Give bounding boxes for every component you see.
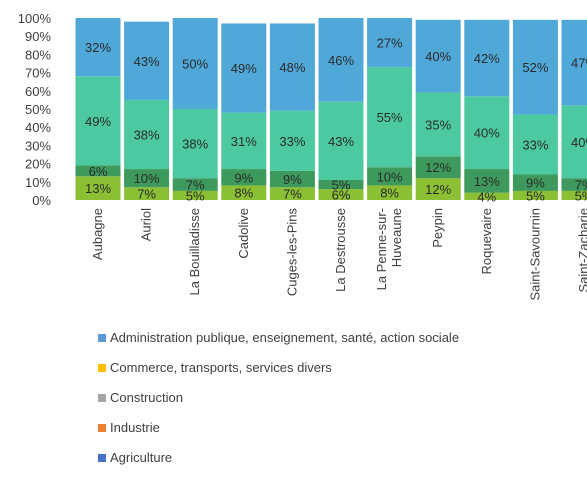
data-label: 12% — [425, 182, 451, 197]
legend-item-industrie: Industrie — [98, 420, 459, 435]
data-label: 38% — [134, 127, 160, 142]
stacked-bar-chart: 0% 10% 20% 30% 40% 50% 60% 70% 80% 90% 100% 13% 6% 49… — [0, 0, 587, 330]
y-tick-label: 70% — [25, 66, 51, 81]
data-label: 38% — [182, 137, 208, 152]
x-tick-label: La Destrousse — [333, 208, 348, 292]
legend-label-construction: Construction — [110, 390, 183, 405]
legend-label-industrie: Industrie — [110, 420, 160, 435]
x-tick-label: Peypin — [430, 208, 445, 248]
data-label: 33% — [522, 137, 548, 152]
data-label: 7% — [575, 178, 587, 193]
legend-item-administration: Administration publique, enseignement, s… — [98, 330, 459, 345]
data-label: 8% — [380, 186, 399, 201]
data-label: 47% — [571, 56, 587, 71]
x-tick-label: Roquevaire — [479, 208, 494, 275]
y-tick-label: 10% — [25, 175, 51, 190]
y-tick-label: 50% — [25, 102, 51, 117]
legend-swatch-administration — [98, 334, 106, 342]
data-label: 35% — [425, 117, 451, 132]
x-tick-label-line: La Destrousse — [333, 208, 348, 292]
data-label: 10% — [134, 171, 160, 186]
y-tick-label: 60% — [25, 84, 51, 99]
legend-swatch-agriculture — [98, 454, 106, 462]
data-label: 32% — [85, 40, 111, 55]
y-tick-label: 80% — [25, 47, 51, 62]
legend-item-agriculture: Agriculture — [98, 450, 459, 465]
x-tick-label: Cuges-les-Pins — [284, 208, 299, 297]
data-label: 49% — [231, 61, 257, 76]
data-label: 9% — [283, 172, 302, 187]
data-label: 46% — [328, 53, 354, 68]
x-tick-label-line: Cadolive — [236, 208, 251, 259]
legend-item-commerce: Commerce, transports, services divers — [98, 360, 459, 375]
x-tick-label: Aubagne — [90, 208, 105, 260]
legend-label-agriculture: Agriculture — [110, 450, 172, 465]
x-tick-label: Saint-Zacharie — [576, 208, 587, 293]
data-label: 13% — [85, 181, 111, 196]
y-tick-label: 30% — [25, 138, 51, 153]
data-label: 9% — [526, 176, 545, 191]
x-tick-label-line: Roquevaire — [479, 208, 494, 275]
x-tick-label: La Penne-sur-Huveaune — [374, 208, 404, 290]
data-label: 6% — [89, 164, 108, 179]
data-label: 7% — [186, 178, 205, 193]
data-label: 48% — [279, 60, 305, 75]
data-label: 13% — [474, 174, 500, 189]
x-tick-label-line: Peypin — [430, 208, 445, 248]
legend-swatch-commerce — [98, 364, 106, 372]
data-label: 31% — [231, 134, 257, 149]
data-label: 42% — [474, 51, 500, 66]
x-tick-label-line: La Penne-sur- — [374, 208, 389, 290]
data-label: 43% — [134, 54, 160, 69]
x-tick-label: La Bouilladisse — [187, 208, 202, 295]
data-label: 7% — [283, 187, 302, 202]
x-tick-label-line: Saint-Zacharie — [576, 208, 587, 293]
x-tick-label-line: Cuges-les-Pins — [284, 208, 299, 297]
data-label: 50% — [182, 57, 208, 72]
data-label: 8% — [234, 186, 253, 201]
x-tick-label: Auriol — [139, 208, 154, 241]
y-tick-label: 100% — [18, 11, 52, 26]
data-label: 40% — [474, 126, 500, 141]
x-tick-label-line: Aubagne — [90, 208, 105, 260]
legend-label-administration: Administration publique, enseignement, s… — [110, 330, 459, 345]
x-tick-label: Cadolive — [236, 208, 251, 259]
legend-item-construction: Construction — [98, 390, 459, 405]
data-label: 55% — [377, 110, 403, 125]
data-label: 52% — [522, 60, 548, 75]
data-label: 12% — [425, 160, 451, 175]
data-label: 40% — [425, 49, 451, 64]
legend-label-commerce: Commerce, transports, services divers — [110, 360, 332, 375]
x-tick-label-line: Saint-Savournin — [527, 208, 542, 301]
x-tick-label-line: Huveaune — [389, 208, 404, 267]
x-tick-label-line: La Bouilladisse — [187, 208, 202, 295]
data-label: 10% — [377, 169, 403, 184]
data-label: 33% — [279, 134, 305, 149]
x-tick-label: Saint-Savournin — [527, 208, 542, 301]
data-label: 43% — [328, 134, 354, 149]
data-label: 7% — [137, 187, 156, 202]
data-label: 9% — [234, 170, 253, 185]
data-label: 40% — [571, 135, 587, 150]
legend-swatch-construction — [98, 394, 106, 402]
y-tick-label: 40% — [25, 120, 51, 135]
data-label: 27% — [377, 36, 403, 51]
legend-swatch-industrie — [98, 424, 106, 432]
y-tick-label: 90% — [25, 29, 51, 44]
chart-legend: Administration publique, enseignement, s… — [98, 330, 459, 480]
y-tick-label: 0% — [32, 193, 51, 208]
x-tick-label-line: Auriol — [139, 208, 154, 241]
y-tick-label: 20% — [25, 157, 51, 172]
data-label: 49% — [85, 114, 111, 129]
